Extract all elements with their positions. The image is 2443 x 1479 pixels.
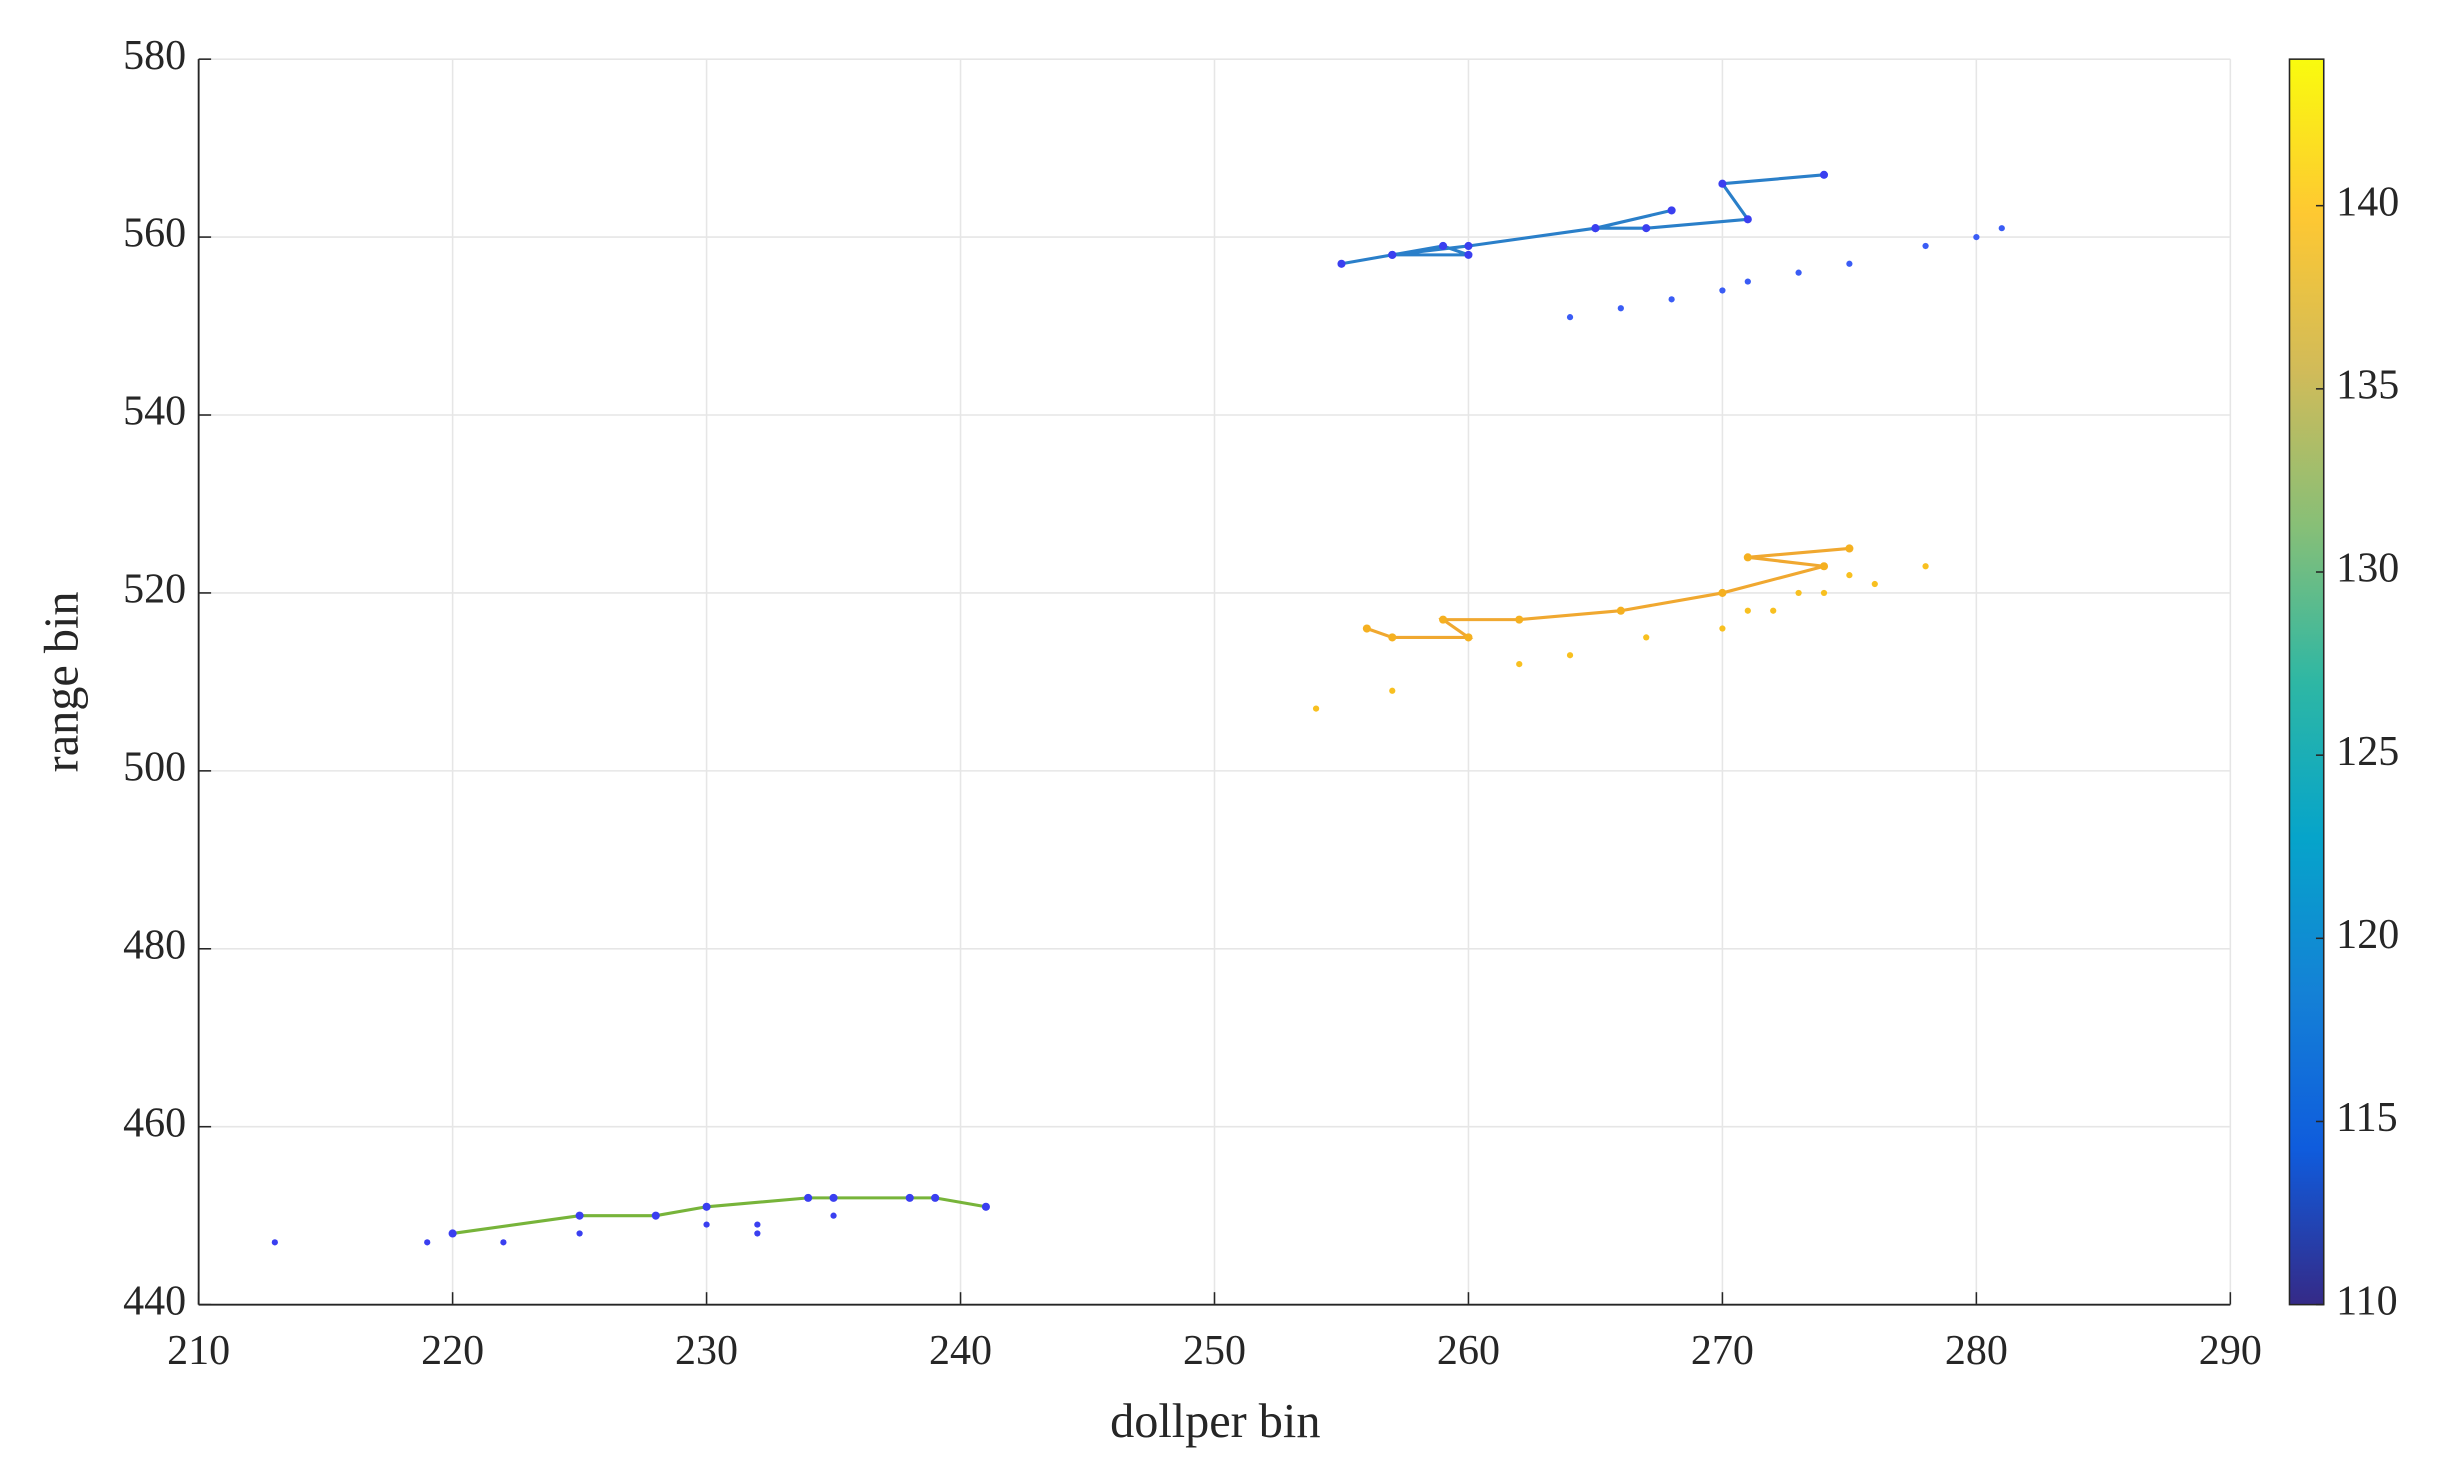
- point: [1871, 580, 1878, 588]
- colorbar-tick-label: 115: [2336, 1095, 2397, 1141]
- point: [1337, 259, 1346, 268]
- y-tick-label: 440: [123, 1278, 186, 1324]
- point: [1922, 563, 1929, 570]
- point: [703, 1221, 710, 1228]
- colorbar-tick-label: 110: [2336, 1278, 2397, 1324]
- point: [1439, 241, 1448, 251]
- point: [1719, 287, 1726, 294]
- point: [1973, 233, 1980, 241]
- point: [1845, 544, 1854, 553]
- point: [1819, 170, 1829, 179]
- point: [448, 1229, 457, 1238]
- y-tick-label: 480: [123, 922, 186, 968]
- x-tick-label: 210: [167, 1328, 230, 1374]
- x-tick-label: 260: [1437, 1328, 1500, 1374]
- point: [931, 1193, 940, 1202]
- x-axis-label: dollper bin: [1110, 1395, 1320, 1448]
- point: [1718, 588, 1727, 597]
- point: [702, 1202, 711, 1211]
- point: [1795, 269, 1802, 276]
- point: [830, 1212, 837, 1219]
- point: [981, 1202, 990, 1211]
- point: [1743, 553, 1752, 562]
- point: [1998, 225, 2005, 232]
- point: [1718, 179, 1727, 188]
- point: [1846, 260, 1853, 267]
- colorbar-tick-label: 120: [2336, 912, 2399, 958]
- y-tick-label: 560: [123, 211, 186, 257]
- point: [1744, 607, 1751, 614]
- point: [1819, 562, 1829, 571]
- point: [1388, 250, 1397, 259]
- point: [1516, 660, 1523, 668]
- point: [500, 1239, 507, 1246]
- point: [1846, 572, 1853, 579]
- point: [271, 1239, 278, 1246]
- point: [1566, 652, 1574, 659]
- point: [1617, 305, 1624, 312]
- point: [1643, 634, 1650, 641]
- point: [1388, 633, 1397, 642]
- point: [1922, 242, 1929, 250]
- point: [1362, 624, 1371, 633]
- x-tick-label: 250: [1183, 1328, 1246, 1374]
- point: [1566, 314, 1574, 321]
- y-tick-label: 520: [123, 567, 186, 613]
- x-tick-label: 240: [929, 1328, 992, 1374]
- y-axis-label: range bin: [35, 591, 88, 772]
- point: [1820, 589, 1828, 597]
- point: [1668, 296, 1675, 303]
- point: [1743, 215, 1752, 224]
- point: [575, 1211, 584, 1220]
- point: [1719, 625, 1726, 632]
- point: [576, 1230, 583, 1237]
- colorbar-tick-label: 135: [2336, 362, 2399, 408]
- point: [652, 1212, 659, 1219]
- colorbar-tick-label: 130: [2336, 546, 2399, 592]
- point: [1464, 633, 1473, 642]
- point: [1515, 615, 1524, 624]
- point: [1312, 705, 1320, 712]
- point: [1389, 687, 1396, 694]
- point: [1744, 278, 1751, 285]
- track-line: [1366, 546, 1850, 639]
- point: [829, 1193, 838, 1202]
- colorbar: [2288, 58, 2325, 1306]
- point: [1464, 250, 1473, 259]
- point: [1464, 241, 1473, 251]
- y-tick-label: 500: [123, 744, 186, 790]
- x-tick-label: 290: [2199, 1328, 2262, 1374]
- x-tick-label: 220: [421, 1328, 484, 1374]
- point: [424, 1239, 431, 1246]
- point: [754, 1230, 761, 1237]
- y-tick-label: 540: [123, 389, 186, 435]
- x-tick-label: 270: [1691, 1328, 1754, 1374]
- colorbar-tick-label: 140: [2336, 179, 2399, 225]
- point: [1616, 606, 1625, 615]
- point: [1591, 224, 1600, 233]
- y-tick-label: 580: [123, 33, 186, 79]
- y-tick-label: 460: [123, 1100, 186, 1146]
- point: [754, 1221, 761, 1228]
- point: [1795, 589, 1802, 597]
- point: [1439, 615, 1448, 624]
- point: [1642, 224, 1651, 233]
- point: [1667, 206, 1676, 215]
- x-tick-label: 280: [1945, 1328, 2008, 1374]
- point: [804, 1193, 813, 1202]
- point: [1770, 607, 1777, 614]
- x-tick-label: 230: [675, 1328, 738, 1374]
- colorbar-tick-label: 125: [2336, 729, 2399, 775]
- point: [905, 1193, 914, 1202]
